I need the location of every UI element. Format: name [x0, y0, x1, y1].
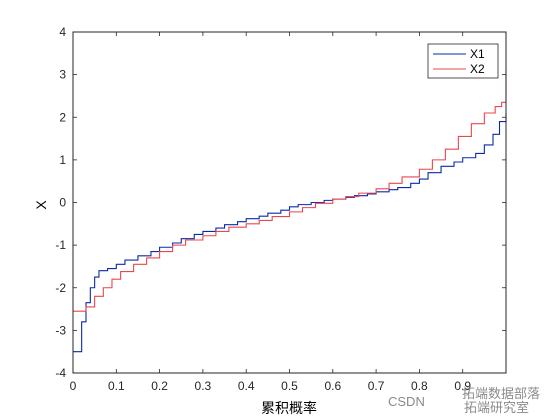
- x-tick-label: 0.7: [368, 379, 385, 393]
- legend-label-x2: X2: [470, 62, 485, 76]
- x-tick-label: 0.9: [454, 379, 471, 393]
- y-tick-label: 2: [59, 110, 66, 124]
- y-tick-label: 0: [59, 196, 66, 210]
- x-axis-label: 累积概率: [261, 400, 317, 416]
- legend: X1 X2: [427, 43, 499, 79]
- x-tick-label: 0.6: [324, 379, 341, 393]
- x-tick-label: 0.1: [108, 379, 125, 393]
- y-axis: -4 -3 -2 -1 0 1 2 3 4: [55, 25, 506, 380]
- series-line-x2: [73, 70, 507, 312]
- plot-area: [73, 32, 506, 373]
- y-axis-label: X: [33, 200, 49, 210]
- x-tick-label: 0.5: [281, 379, 298, 393]
- x-tick-label: 0.8: [411, 379, 428, 393]
- x-tick-label: 0.3: [195, 379, 212, 393]
- y-tick-label: 3: [59, 68, 66, 82]
- series-layer: [73, 70, 507, 353]
- x-tick-label: 0: [70, 379, 77, 393]
- x-tick-label: 0.4: [238, 379, 255, 393]
- watermark-brand-b: 拓端研究室: [464, 400, 529, 415]
- legend-label-x1: X1: [470, 47, 485, 61]
- y-tick-label: -4: [55, 366, 66, 380]
- y-tick-label: -3: [55, 323, 66, 337]
- x-axis: 0 0.1 0.2 0.3 0.4 0.5 0.6 0.7 0.8 0.9: [70, 32, 471, 393]
- watermark: CSDN 拓端数据部落 拓端研究室: [388, 386, 540, 415]
- y-tick-label: 1: [59, 153, 66, 167]
- y-tick-label: 4: [59, 25, 66, 39]
- x-tick-label: 0.2: [151, 379, 168, 393]
- y-tick-label: -2: [55, 281, 66, 295]
- watermark-csdn: CSDN: [388, 394, 425, 409]
- series-line-x1: [73, 112, 507, 353]
- y-tick-label: -1: [55, 238, 66, 252]
- legend-box: [427, 43, 499, 79]
- watermark-brand-a: 拓端数据部落: [462, 386, 540, 401]
